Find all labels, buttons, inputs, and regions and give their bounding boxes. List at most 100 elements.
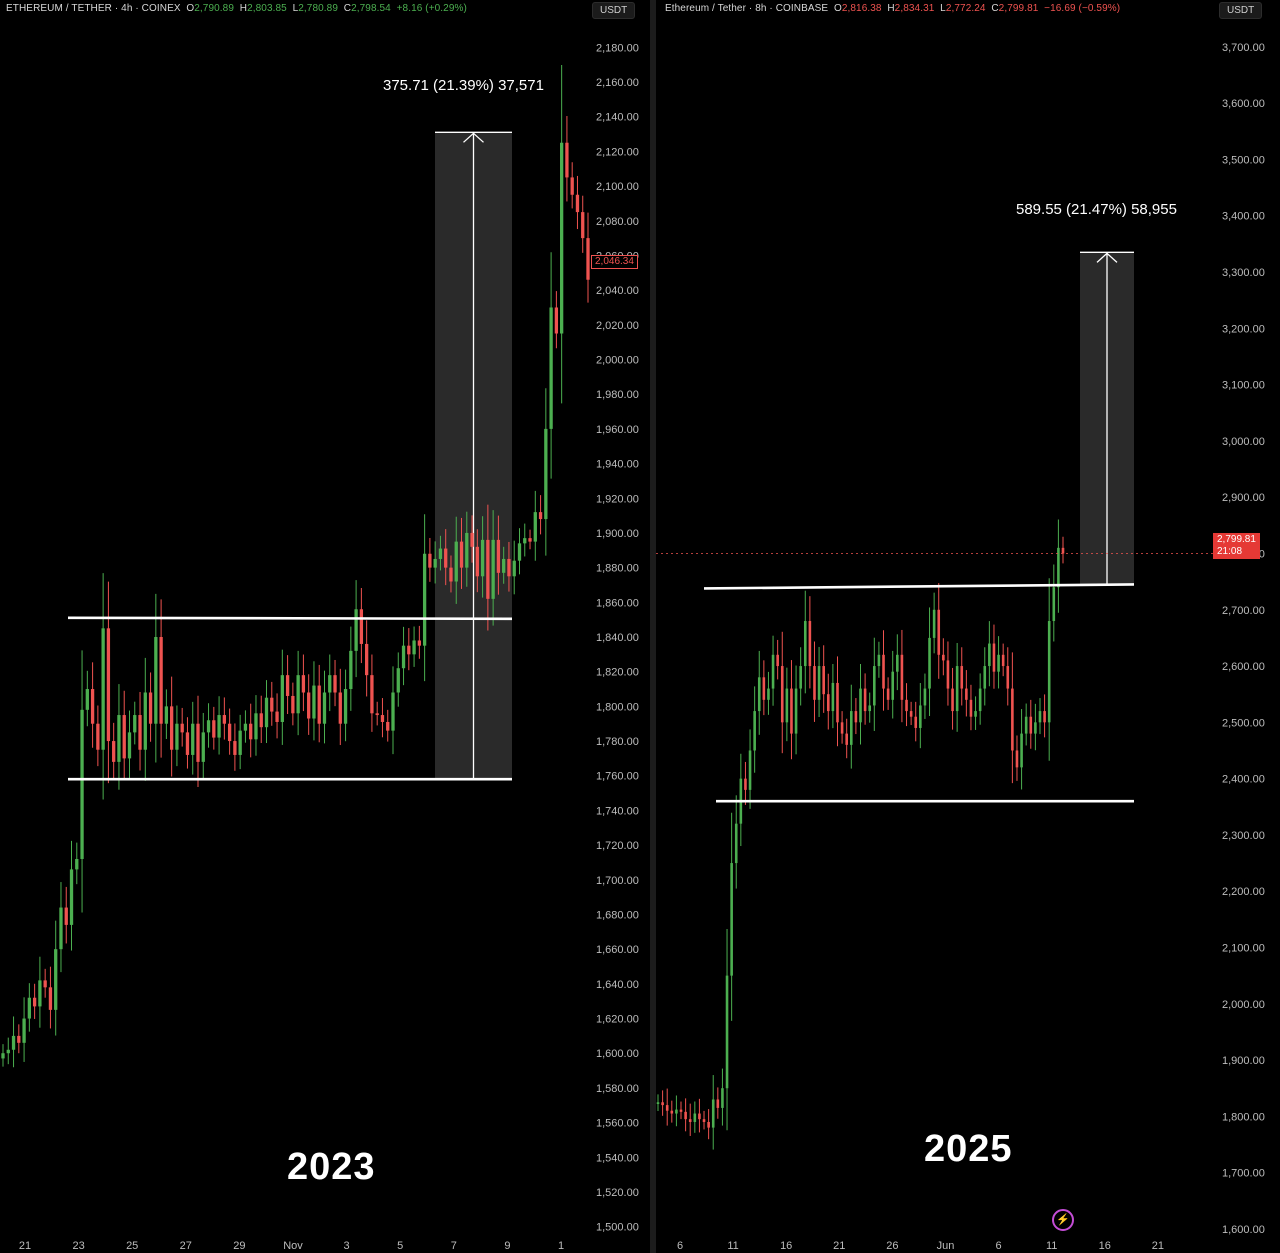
x-tick-label: 11	[1046, 1240, 1057, 1252]
candle-body	[217, 715, 221, 738]
candle-body	[803, 621, 807, 667]
y-tick-label: 1,680.00	[596, 909, 639, 921]
lightning-icon[interactable]: ⚡	[1052, 1209, 1074, 1231]
x-tick-label: 21	[19, 1240, 31, 1252]
candle-body	[307, 692, 311, 719]
candle-body	[22, 1018, 26, 1043]
y-tick-label: 1,560.00	[596, 1118, 639, 1130]
candle-body	[559, 142, 564, 334]
candle-body	[1024, 716, 1028, 734]
candle-body	[817, 666, 821, 700]
y-tick-label: 1,800.00	[1222, 1111, 1265, 1123]
candle-body	[43, 980, 47, 988]
candle-body	[693, 1113, 697, 1122]
y-tick-label: 1,780.00	[596, 736, 639, 748]
candle-body	[196, 723, 200, 762]
last-price-label: 2,046.34	[591, 255, 638, 269]
candle-body	[670, 1110, 674, 1114]
candle-body	[877, 654, 881, 667]
candle-body	[343, 689, 348, 724]
y-tick-label: 2,160.00	[596, 77, 639, 89]
chart-canvas-2023[interactable]: 2,180.00 2,160.00 2,140.00 2,120.00 2,100.00…	[0, 0, 650, 1253]
candle-body	[776, 654, 779, 667]
y-tick-label: 1,860.00	[596, 597, 639, 609]
candle-body	[988, 643, 991, 667]
candle-body	[148, 692, 153, 724]
candle-body	[270, 697, 274, 712]
candle-body	[1, 1053, 5, 1059]
y-tick-label: 2,140.00	[596, 112, 639, 124]
low-label: L	[292, 3, 299, 14]
candle-body	[1020, 733, 1023, 768]
y-tick-label: 3,300.00	[1222, 267, 1265, 279]
y-tick-label: 1,800.00	[596, 701, 639, 713]
x-tick-label: 16	[780, 1240, 792, 1252]
y-tick-label: 1,600.00	[1222, 1224, 1265, 1236]
candle-body	[675, 1109, 678, 1114]
y-tick-label: 2,900.00	[1222, 492, 1265, 504]
candle-body	[185, 732, 190, 755]
range-top-line	[67, 616, 513, 621]
candle-body	[836, 682, 839, 723]
x-tick-label: 16	[1099, 1240, 1111, 1252]
y-tick-label: 3,700.00	[1222, 42, 1265, 54]
x-tick-label: 29	[233, 1240, 245, 1252]
currency-button[interactable]: USDT	[1219, 2, 1263, 19]
y-tick-label: 2,100.00	[596, 181, 639, 193]
candle-body	[549, 307, 553, 429]
candle-body	[249, 723, 253, 740]
measure-arrowhead	[463, 132, 484, 143]
x-tick-label: 11	[727, 1240, 738, 1252]
candle-body	[1006, 666, 1010, 689]
candle-body	[359, 609, 364, 644]
candle-body	[254, 713, 258, 740]
x-tick-label: 23	[72, 1240, 84, 1252]
candle-body	[873, 666, 876, 706]
candle-body	[227, 723, 232, 742]
candle-body	[480, 539, 485, 577]
candle-body	[496, 539, 501, 573]
y-tick-label: 3,400.00	[1222, 211, 1265, 223]
open-label: O	[833, 3, 842, 14]
candle-body	[661, 1102, 664, 1106]
y-tick-label: 2,020.00	[596, 320, 639, 332]
candle-body	[960, 666, 964, 689]
candle-body	[997, 654, 1000, 672]
y-tick-label: 2,500.00	[1222, 717, 1265, 729]
candle-body	[923, 688, 927, 706]
candle-body	[969, 699, 973, 717]
candle-body	[475, 546, 479, 577]
y-tick-label: 3,100.00	[1222, 380, 1265, 392]
candle-body	[338, 692, 342, 724]
panel-divider[interactable]	[650, 0, 656, 1253]
x-tick-label: Nov	[283, 1240, 303, 1252]
candle-body	[565, 142, 569, 178]
x-tick-label: 5	[397, 1240, 403, 1252]
candle-body	[101, 628, 105, 750]
low-label: L	[940, 3, 946, 14]
candle-body	[854, 711, 858, 723]
candle-body	[85, 689, 89, 710]
candle-body	[570, 177, 574, 195]
candle-body	[575, 194, 580, 213]
chart-canvas-2025[interactable]: 3,700.00 3,600.00 3,500.00 3,400.00 3,300.00…	[656, 0, 1280, 1253]
currency-button[interactable]: USDT	[592, 2, 636, 19]
candle-body	[794, 688, 798, 734]
measure-arrowhead	[1096, 252, 1118, 263]
candle-body	[80, 709, 84, 859]
candle-body	[38, 980, 42, 1007]
symbol-title: ETHEREUM / TETHER · 4h · COINEX	[6, 3, 181, 14]
y-tick-label: 3,600.00	[1222, 98, 1265, 110]
candle-body	[679, 1109, 683, 1112]
candle-body	[333, 675, 337, 693]
y-tick-label: 1,820.00	[596, 667, 639, 679]
candle-body	[296, 675, 300, 714]
candle-body	[428, 553, 432, 568]
x-tick-label: 21	[833, 1240, 845, 1252]
x-tick-label: 6	[677, 1240, 683, 1252]
candle-body	[48, 987, 53, 1010]
candle-body	[554, 307, 559, 334]
candle-body	[942, 654, 945, 661]
candle-body	[180, 723, 184, 733]
candle-body	[433, 558, 437, 568]
